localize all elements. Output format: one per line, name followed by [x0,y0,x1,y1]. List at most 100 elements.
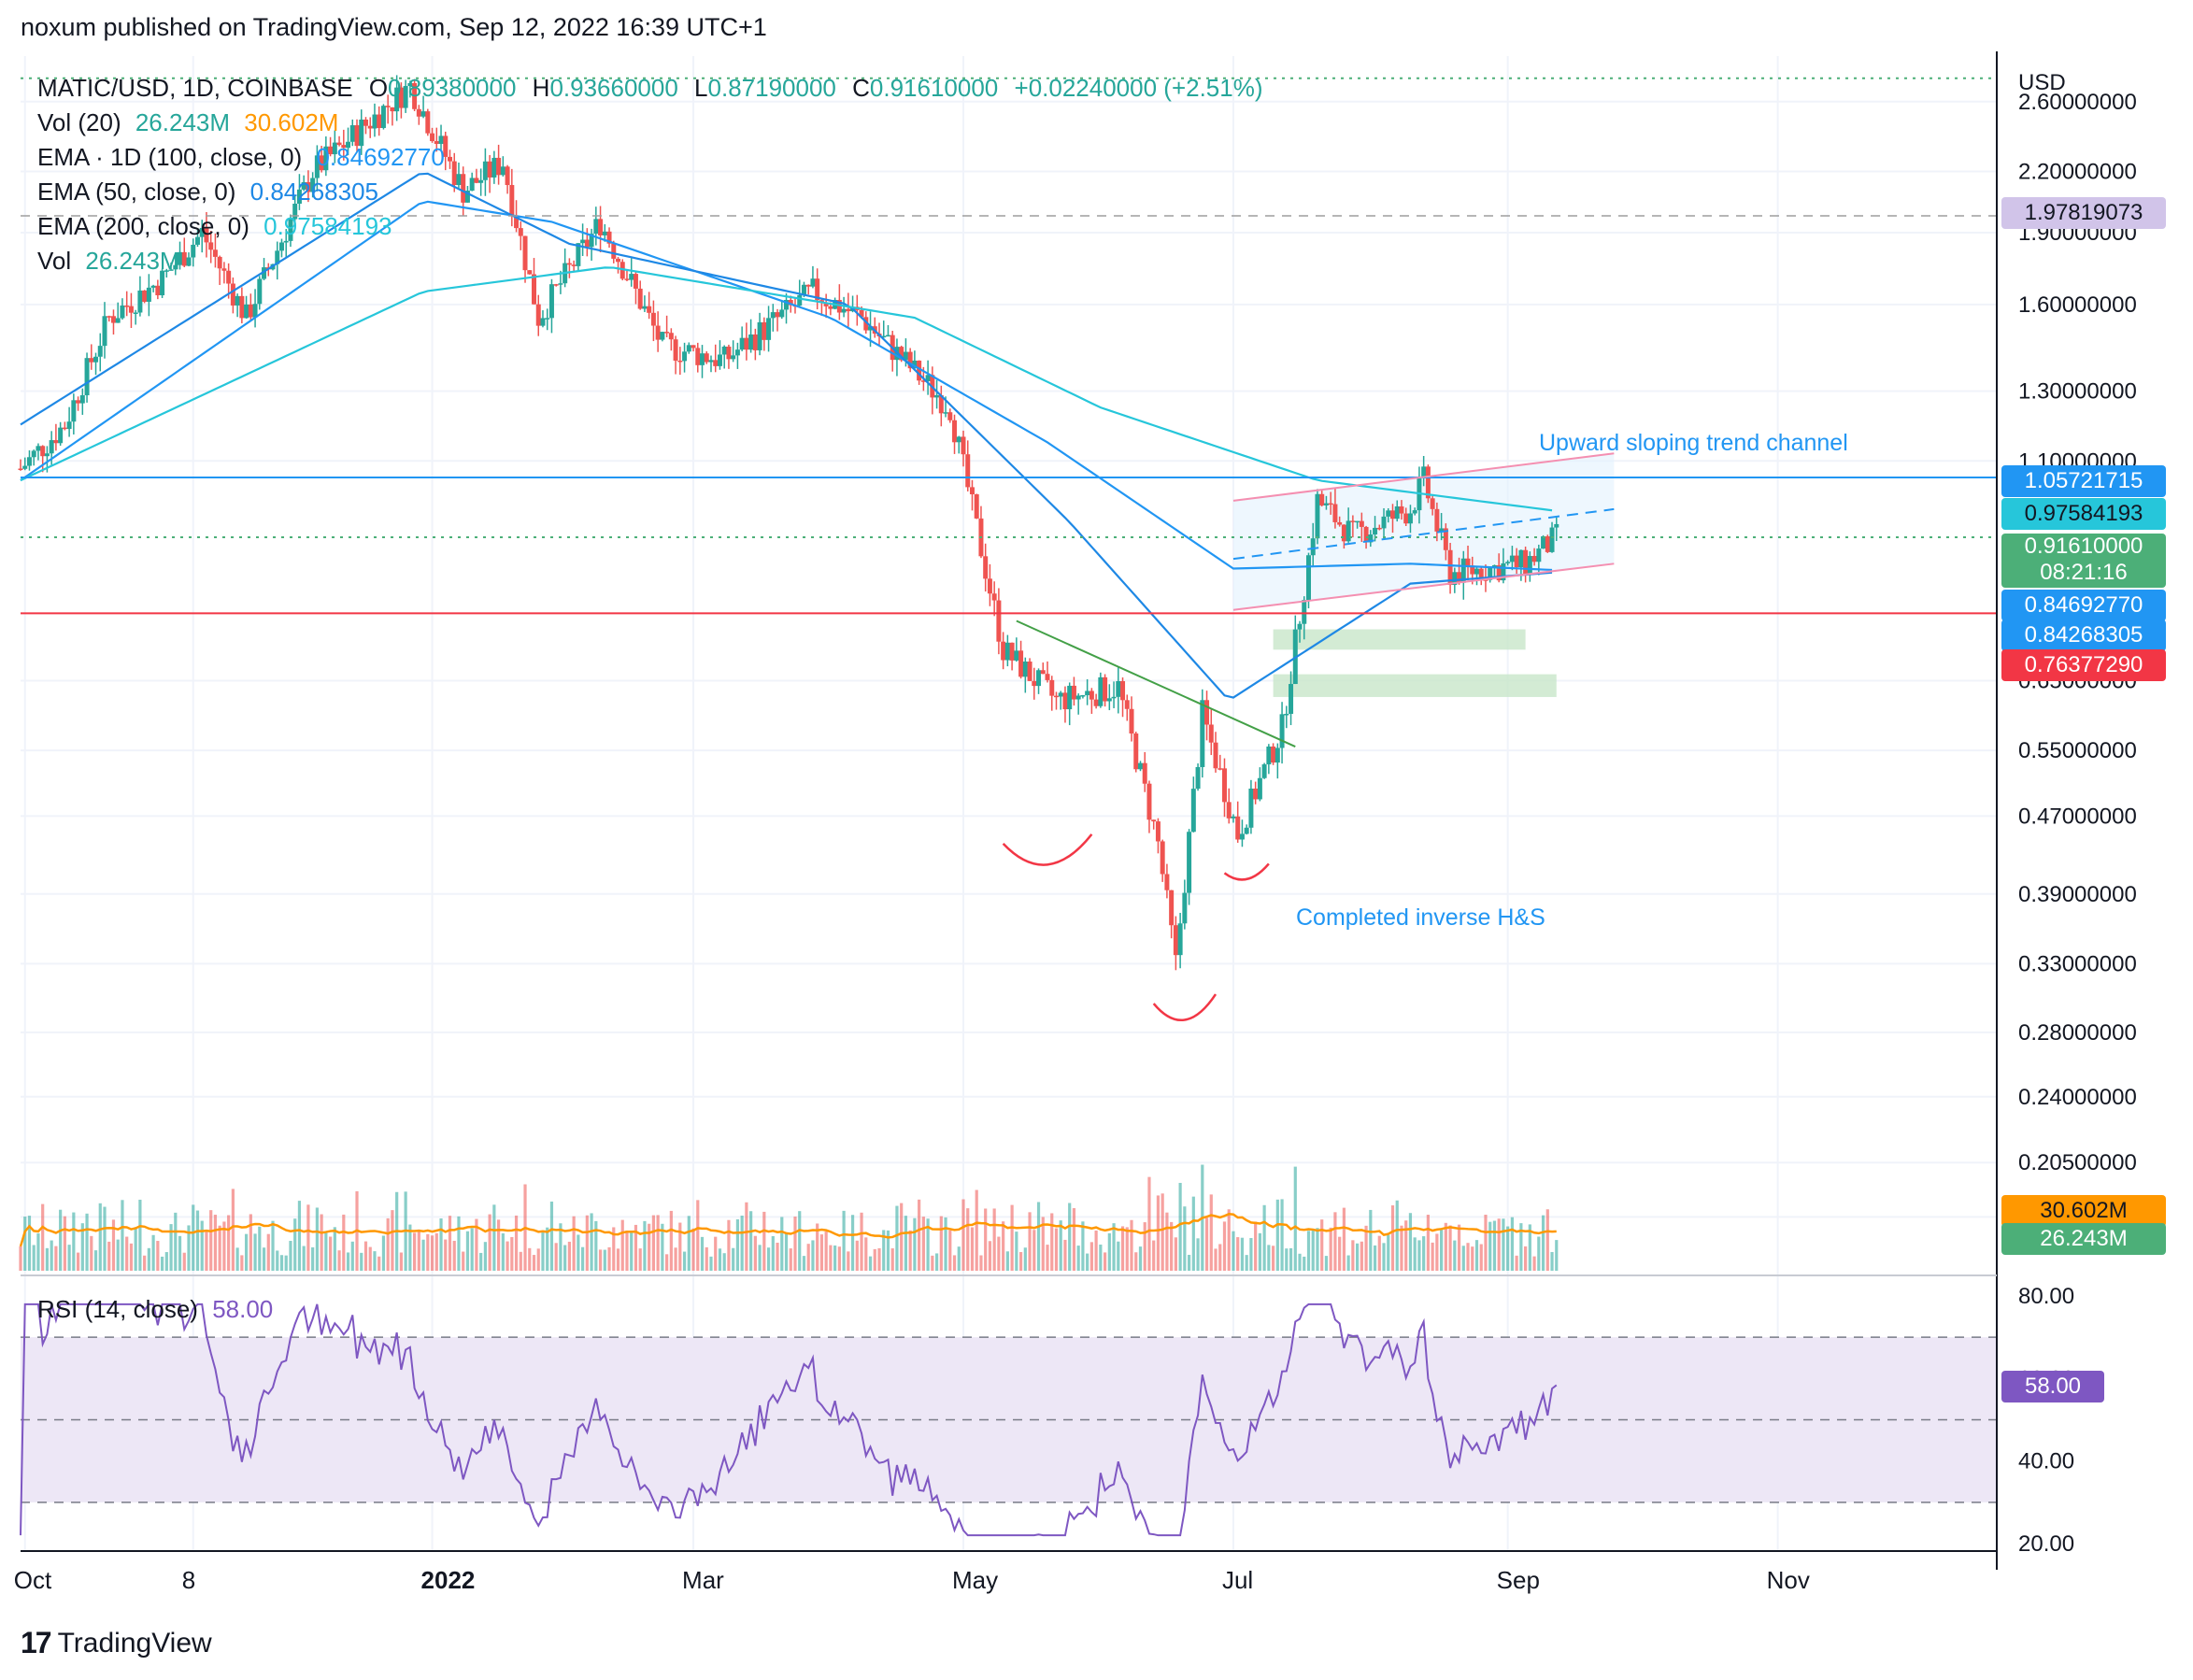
time-tick-label: Sep [1497,1566,1540,1594]
legend-ema100-row[interactable]: EMA · 1D (100, close, 0) 0.84692770 [37,140,1263,175]
volume-bar [749,1211,753,1271]
candle-body [1235,816,1241,840]
tradingview-brand: TradingView [57,1627,212,1659]
volume-bar [1107,1232,1111,1271]
price-tag: 0.76377290 [2001,649,2166,681]
rsi-line-group [20,1303,1558,1537]
volume-bar [802,1256,806,1271]
candle-body [336,142,342,146]
volume-bar [1262,1204,1266,1271]
ema50-line [20,172,1553,699]
candle-body [341,145,347,149]
candle-body [133,312,138,314]
volume-bar [1311,1229,1315,1271]
open-value: 0.89380000 [388,74,517,102]
candle-body [438,135,444,145]
demand-zone-lower [1273,674,1557,697]
candle-body [602,231,607,235]
volume-bar [811,1240,815,1271]
candle-body [40,446,46,457]
candle-body [1465,558,1471,566]
candle-body [128,306,134,313]
legend-vol20-row[interactable]: Vol (20) 26.243M 30.602M [37,106,1263,140]
volume-bar [1086,1253,1089,1271]
candle-body [1001,641,1006,661]
legend-symbol[interactable]: MATIC/USD, 1D, COINBASE [37,74,353,102]
volume-bar [758,1245,762,1271]
volume-bar [1134,1252,1138,1271]
rsi-legend[interactable]: RSI (14, close) 58.00 [37,1295,273,1324]
candle-body [301,181,306,190]
volume-bar [205,1232,208,1271]
volume-bar [249,1214,252,1271]
rsi-line [20,1303,1558,1537]
close-value: 0.91610000 [869,74,999,102]
ema50-value: 0.84268305 [249,178,379,206]
volume-bar [1032,1230,1036,1271]
candle-body [1014,650,1019,661]
candle-body [1111,696,1117,699]
candle-body [1452,572,1458,586]
candle-body [1368,534,1374,543]
candle-body [49,440,54,454]
ema-lines [20,172,1553,699]
candle-body [548,284,554,319]
candle-body [744,337,749,350]
candle-body [120,306,125,319]
volume-bar [988,1241,992,1271]
volume-bar [789,1248,792,1271]
candle-body [1248,788,1254,828]
candle-body [1460,558,1466,583]
volume-bar [1036,1202,1041,1271]
candle-body [717,354,722,366]
volume-bar [603,1249,606,1271]
price-tag: 26.243M [2001,1223,2166,1255]
candle-body [598,219,604,235]
volume-bar [240,1255,244,1271]
candle-body [863,317,869,331]
volume-bar [926,1218,930,1271]
candle-body [235,295,240,306]
candle-body [1173,925,1178,956]
volume-bar [784,1233,789,1271]
candle-body [62,427,67,430]
vol20-value: 26.243M [135,108,231,136]
volume-bar [1280,1199,1284,1271]
candle-body [146,287,151,302]
ema100-value: 0.84692770 [316,143,445,171]
price-tick-label: 2.20000000 [2018,159,2137,184]
legend-ema50-row[interactable]: EMA (50, close, 0) 0.84268305 [37,175,1263,209]
volume-bar [1015,1232,1018,1271]
candle-body [1018,650,1024,677]
legend-vol-row[interactable]: Vol 26.243M [37,244,1263,278]
volume-bar [997,1236,1001,1271]
volume-bar [1373,1245,1377,1271]
candle-body [545,318,550,320]
candle-body [991,593,997,601]
legend-ema200-row[interactable]: EMA (200, close, 0) 0.97584193 [37,209,1263,244]
time-tick-label: Mar [682,1566,724,1594]
volume-bar [497,1219,501,1271]
volume-bar [1502,1218,1505,1271]
inverse-hs-annotation[interactable]: Completed inverse H&S [1296,904,1545,931]
candle-body [920,380,926,382]
candle-body [110,316,116,323]
volume-bar [651,1215,656,1271]
volume-bar [549,1201,554,1271]
tradingview-logo[interactable]: 17 TradingView [21,1626,212,1660]
volume-bar [643,1220,647,1271]
volume-bar [1457,1224,1461,1271]
volume-bar [1395,1200,1399,1271]
trend-channel-annotation[interactable]: Upward sloping trend channel [1539,430,1848,456]
candle-body [31,450,36,458]
candle-body [757,321,762,350]
volume-bar [377,1256,381,1271]
volume-bar [80,1223,84,1271]
candle-body [491,157,497,178]
volume-bar [413,1232,417,1271]
volume-bar [1054,1228,1059,1271]
candle-body [540,318,546,326]
price-tag: 0.84692770 [2001,590,2166,621]
channel-upper-line [1232,452,1615,502]
